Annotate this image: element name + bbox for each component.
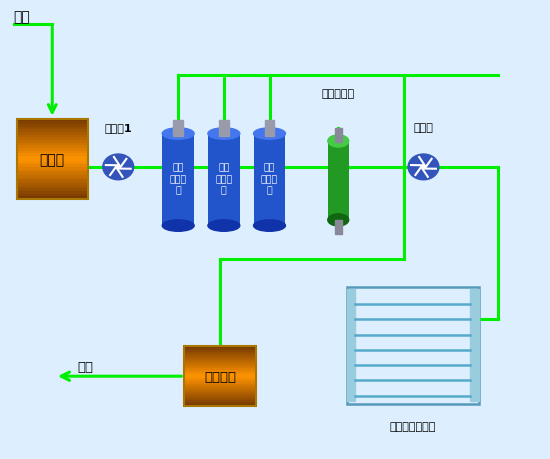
Bar	[184, 352, 256, 354]
Bar	[16, 148, 88, 151]
Bar	[16, 151, 88, 154]
Bar	[16, 169, 88, 173]
Circle shape	[421, 166, 426, 169]
Bar	[184, 362, 256, 364]
Bar	[184, 393, 256, 396]
Bar	[16, 193, 88, 197]
Bar	[16, 183, 88, 186]
Bar	[346, 287, 478, 404]
Bar	[335, 220, 342, 235]
Bar	[16, 129, 88, 133]
Bar	[184, 377, 256, 381]
Text: 高压泵: 高压泵	[414, 123, 433, 133]
Bar	[184, 389, 256, 392]
Ellipse shape	[254, 129, 285, 140]
Bar	[470, 289, 478, 402]
Bar	[16, 164, 88, 168]
Bar	[184, 392, 256, 394]
Text: 钠离
子软化
器: 钠离 子软化 器	[261, 163, 278, 195]
Circle shape	[116, 166, 120, 169]
Bar	[184, 403, 256, 406]
Circle shape	[103, 155, 134, 180]
Bar	[208, 134, 240, 226]
Bar	[16, 119, 88, 200]
Bar	[16, 177, 88, 181]
Bar	[184, 380, 256, 382]
Bar	[173, 121, 183, 136]
Bar	[16, 124, 88, 128]
Circle shape	[408, 155, 439, 180]
Bar	[16, 156, 88, 160]
Bar	[16, 188, 88, 192]
Bar	[16, 159, 88, 162]
Text: 增压泵1: 增压泵1	[104, 123, 132, 133]
Bar	[16, 126, 88, 130]
Bar	[184, 359, 256, 363]
Bar	[16, 137, 88, 141]
Bar	[184, 369, 256, 372]
Ellipse shape	[208, 220, 240, 232]
Bar	[16, 145, 88, 149]
Text: 精密过滤器: 精密过滤器	[322, 89, 355, 99]
Bar	[184, 395, 256, 398]
Bar	[16, 172, 88, 175]
Bar	[16, 134, 88, 138]
Bar	[16, 121, 88, 125]
Bar	[346, 287, 478, 404]
Ellipse shape	[328, 135, 349, 148]
Bar	[184, 347, 256, 351]
Bar	[184, 371, 256, 375]
Bar	[184, 346, 256, 348]
Text: 多介
质软化
器: 多介 质软化 器	[169, 163, 187, 195]
Bar	[335, 129, 342, 143]
Bar	[265, 121, 274, 136]
Bar	[16, 185, 88, 189]
Bar	[184, 383, 256, 386]
Bar	[184, 375, 256, 378]
Ellipse shape	[254, 220, 285, 232]
Bar	[184, 381, 256, 384]
Bar	[16, 142, 88, 146]
Text: 原水箱: 原水箱	[40, 152, 65, 167]
Text: 中间水箱: 中间水箱	[204, 370, 236, 383]
Bar	[162, 134, 194, 226]
Text: 原水: 原水	[14, 10, 30, 24]
Bar	[219, 121, 229, 136]
Bar	[184, 358, 256, 360]
Bar	[184, 386, 256, 388]
Bar	[16, 161, 88, 165]
Bar	[16, 190, 88, 194]
Bar	[16, 118, 88, 122]
Bar	[184, 353, 256, 357]
Bar	[184, 387, 256, 390]
Ellipse shape	[328, 214, 349, 226]
Ellipse shape	[208, 129, 240, 140]
Bar	[346, 289, 355, 402]
Bar	[184, 368, 256, 370]
Bar	[184, 347, 256, 406]
Bar	[16, 180, 88, 184]
Bar	[184, 364, 256, 366]
Bar	[184, 356, 256, 358]
Bar	[184, 350, 256, 353]
Bar	[328, 142, 349, 220]
Bar	[254, 134, 285, 226]
Bar	[184, 374, 256, 376]
Bar	[16, 167, 88, 170]
Text: 一级反渗透主机: 一级反渗透主机	[389, 421, 436, 431]
Bar	[184, 365, 256, 369]
Text: 活性
炭过滤
器: 活性 炭过滤 器	[215, 163, 233, 195]
Bar	[16, 196, 88, 200]
Bar	[16, 132, 88, 135]
Text: 出水: 出水	[77, 361, 94, 374]
Bar	[16, 153, 88, 157]
Ellipse shape	[162, 220, 194, 232]
Ellipse shape	[162, 129, 194, 140]
Bar	[16, 140, 88, 143]
Bar	[184, 401, 256, 404]
Bar	[184, 397, 256, 400]
Bar	[16, 174, 88, 178]
Bar	[184, 399, 256, 402]
